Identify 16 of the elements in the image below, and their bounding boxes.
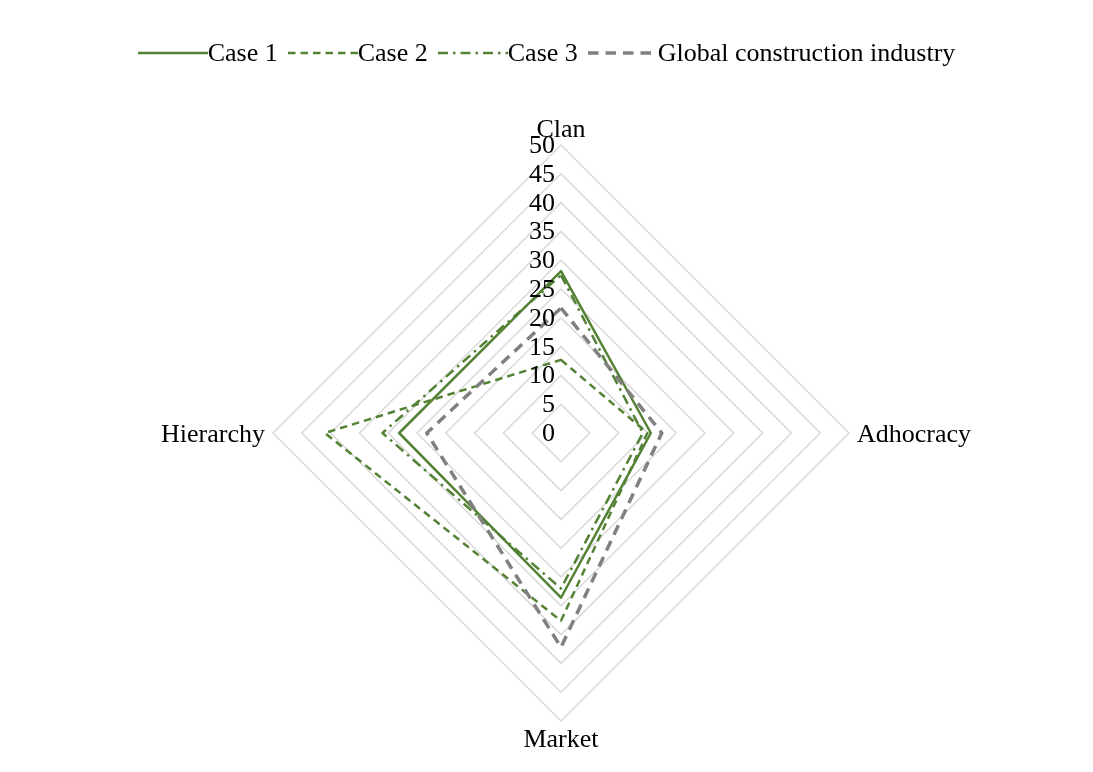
legend-label: Global construction industry (657, 38, 956, 68)
spoke-label: Adhocracy (857, 419, 972, 449)
y-tick-label: 15 (529, 331, 555, 361)
y-tick-label: 35 (529, 216, 555, 246)
legend-label: Case 2 (357, 38, 428, 68)
spoke-label: Market (523, 724, 600, 754)
y-tick-label: 5 (542, 389, 555, 419)
y-tick-label: 0 (542, 418, 555, 447)
y-tick-label: 20 (529, 302, 555, 332)
legend-label: Case 3 (507, 38, 578, 68)
y-tick-label: 30 (529, 245, 555, 275)
y-tick-label: 45 (529, 158, 555, 188)
legend-label: Case 1 (207, 38, 278, 68)
y-tick-label: 10 (529, 360, 555, 390)
spoke-label: Hierarchy (161, 419, 265, 449)
y-tick-label: 40 (529, 187, 555, 217)
